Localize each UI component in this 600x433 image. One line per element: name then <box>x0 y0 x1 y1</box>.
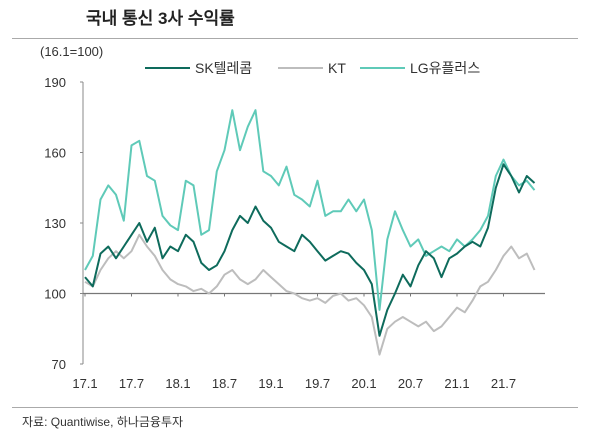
chart-title: 국내 통신 3사 수익률 <box>86 9 235 28</box>
source-divider <box>12 407 578 408</box>
x-tick-label: 20.7 <box>398 376 423 391</box>
x-tick-label: 18.1 <box>165 376 190 391</box>
x-tick-label: 20.1 <box>351 376 376 391</box>
x-tick-label: 19.1 <box>258 376 283 391</box>
series-line-kt <box>84 233 536 356</box>
series-line-sk-telecom <box>84 163 536 337</box>
x-tick-label: 21.1 <box>444 376 469 391</box>
source-note: 자료: Quantiwise, 하나금융투자 <box>22 415 184 429</box>
y-tick-label: 190 <box>44 75 66 90</box>
x-tick-label: 18.7 <box>212 376 237 391</box>
title-divider <box>12 38 578 39</box>
legend-label: LG유플러스 <box>410 60 480 76</box>
y-tick-label: 100 <box>44 287 66 302</box>
x-tick-label: 17.7 <box>119 376 144 391</box>
y-tick-label: 160 <box>44 146 66 161</box>
legend-label: KT <box>328 60 346 76</box>
unit-label: (16.1=100) <box>40 44 104 59</box>
y-tick-label: 130 <box>44 216 66 231</box>
x-tick-label: 19.7 <box>305 376 330 391</box>
series-line-lg-uplus <box>84 109 536 311</box>
x-tick-label: 21.7 <box>491 376 516 391</box>
y-tick-label: 70 <box>52 357 66 372</box>
legend-label: SK텔레콤 <box>195 60 252 76</box>
x-tick-label: 17.1 <box>72 376 97 391</box>
